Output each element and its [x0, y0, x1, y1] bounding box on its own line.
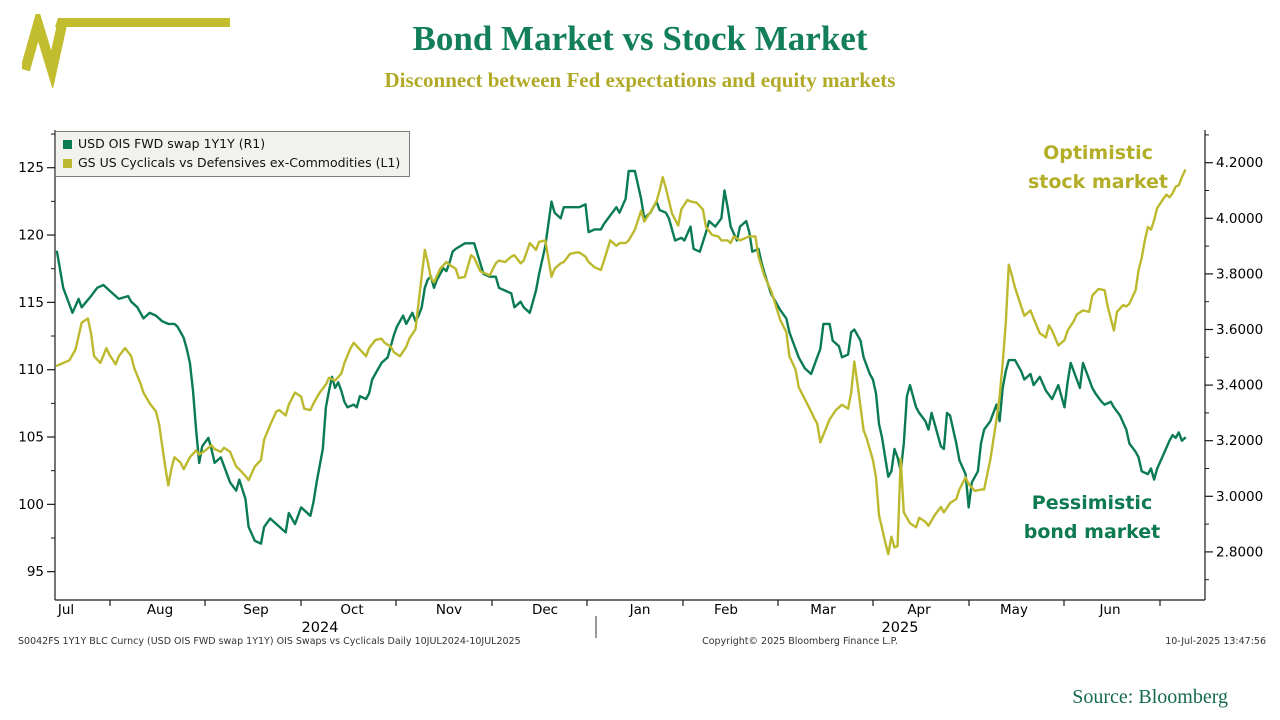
legend-swatch-green-icon: [63, 139, 72, 149]
nelsoncorp-logo: [22, 14, 230, 88]
annotation-optimistic-stock-market: Optimistic stock market: [1018, 139, 1178, 197]
footer-timestamp: 10-Jul-2025 13:47:56: [1165, 636, 1266, 647]
source-attribution: Source: Bloomberg: [1072, 686, 1228, 708]
y-right-tick-label: 3.4000: [1216, 378, 1263, 394]
series-line-gs-cyclicals: [55, 169, 1187, 556]
annotation-line: Pessimistic: [1031, 492, 1153, 514]
x-month-label: May: [1000, 602, 1028, 618]
y-right-tick-label: 4.0000: [1216, 211, 1263, 227]
x-month-label: Jan: [629, 602, 651, 618]
y-left-tick-label: 105: [18, 430, 44, 446]
x-month-label: Jul: [57, 602, 74, 618]
annotation-line: stock market: [1027, 171, 1169, 193]
x-month-label: Aug: [147, 602, 173, 618]
x-month-label: Oct: [340, 602, 363, 618]
footer-copyright: Copyright© 2025 Bloomberg Finance L.P.: [702, 636, 898, 647]
y-right-tick-label: 4.2000: [1216, 155, 1263, 171]
y-left-tick-label: 110: [18, 362, 44, 378]
annotation-pessimistic-bond-market: Pessimistic bond market: [1012, 489, 1172, 547]
legend-item-gs-cyclicals: GS US Cyclicals vs Defensives ex-Commodi…: [63, 154, 400, 172]
y-right-tick-label: 3.6000: [1216, 322, 1263, 338]
x-month-label: Feb: [714, 602, 738, 618]
y-left-tick-label: 120: [18, 228, 44, 244]
y-right-tick-label: 2.8000: [1216, 544, 1263, 560]
x-month-label: Mar: [810, 602, 836, 618]
x-month-label: Apr: [907, 602, 931, 618]
x-month-label: Sep: [243, 602, 268, 618]
logo-n-icon: [22, 14, 68, 88]
annotation-line: Optimistic: [1043, 142, 1153, 164]
y-left-tick-label: 125: [18, 160, 44, 176]
x-year-label: 2025: [882, 620, 919, 636]
y-right-tick-label: 3.2000: [1216, 433, 1263, 449]
y-right-tick-label: 3.0000: [1216, 489, 1263, 505]
page-subtitle: Disconnect between Fed expectations and …: [384, 68, 896, 92]
y-left-tick-label: 115: [18, 295, 44, 311]
legend-label: GS US Cyclicals vs Defensives ex-Commodi…: [78, 155, 401, 170]
y-right-tick-label: 3.8000: [1216, 266, 1263, 282]
y-left-tick-label: 95: [27, 564, 44, 580]
y-left-tick-label: 100: [18, 497, 44, 513]
legend-item-usd-ois: USD OIS FWD swap 1Y1Y (R1): [63, 135, 400, 153]
chart-canvas: 125 120 115 110 105 100 95 4.2000 4.0000 3.8000 3.…: [18, 130, 1263, 638]
footer-security-info: S0042FS 1Y1Y BLC Curncy (USD OIS FWD swa…: [18, 636, 521, 647]
annotation-line: bond market: [1023, 521, 1161, 543]
logo-bar: [55, 18, 230, 27]
legend-swatch-olive-icon: [63, 158, 72, 168]
chart-legend: USD OIS FWD swap 1Y1Y (R1) GS US Cyclica…: [55, 131, 411, 177]
x-month-label: Jun: [1098, 602, 1120, 618]
page-title: Bond Market vs Stock Market: [412, 19, 868, 58]
legend-label: USD OIS FWD swap 1Y1Y (R1): [78, 136, 266, 151]
x-month-label: Dec: [532, 602, 558, 618]
x-month-label: Nov: [436, 602, 462, 618]
series-line-usd-ois-swap: [55, 169, 1187, 545]
x-year-label: 2024: [302, 620, 339, 636]
